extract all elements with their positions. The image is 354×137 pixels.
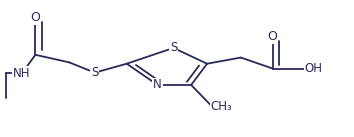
Text: O: O xyxy=(30,11,40,24)
Text: OH: OH xyxy=(304,62,322,75)
Text: NH: NH xyxy=(13,67,31,80)
Text: N: N xyxy=(153,79,162,91)
Text: O: O xyxy=(268,31,278,43)
Text: CH₃: CH₃ xyxy=(210,100,232,113)
Text: S: S xyxy=(91,66,98,79)
Text: S: S xyxy=(170,42,177,54)
